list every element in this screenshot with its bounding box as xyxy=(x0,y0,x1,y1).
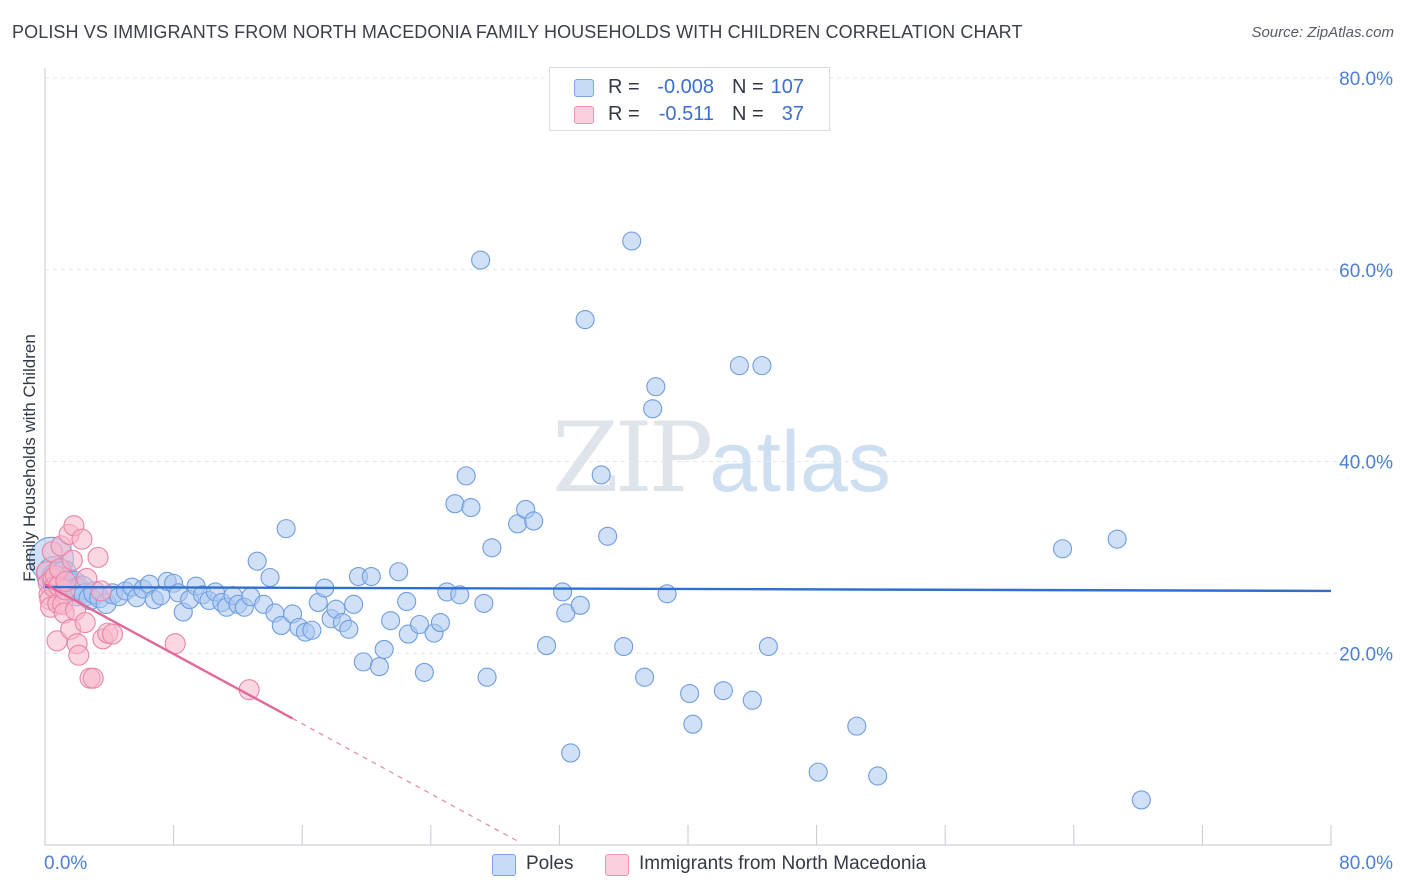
poles-point xyxy=(524,511,544,531)
poles-point xyxy=(808,762,828,782)
poles-point xyxy=(646,377,666,397)
poles-point xyxy=(622,231,642,251)
n-label: N = xyxy=(732,76,764,98)
n-value: 107 xyxy=(770,76,804,98)
poles-point xyxy=(643,399,663,419)
poles-point xyxy=(575,310,595,330)
poles-point xyxy=(570,595,590,615)
macedonia-swatch xyxy=(574,106,594,124)
poles-point xyxy=(553,582,573,602)
x-tick-label: 0.0% xyxy=(44,853,87,874)
poles-point xyxy=(409,614,430,635)
poles-point xyxy=(683,714,703,734)
series-legend: Poles Immigrants from North Macedonia xyxy=(0,852,1406,878)
macedonia-point xyxy=(90,580,112,602)
n-value: 37 xyxy=(781,103,804,125)
macedonia-trend-line xyxy=(44,583,294,720)
y-tick-label: 40.0% xyxy=(1339,453,1393,474)
poles-point xyxy=(614,636,634,657)
poles-point xyxy=(276,519,296,539)
poles-point xyxy=(657,584,677,604)
macedonia-point xyxy=(82,667,104,689)
n-label: N = xyxy=(732,103,764,125)
poles-point xyxy=(742,690,762,710)
legend-label-macedonia: Immigrants from North Macedonia xyxy=(639,853,927,874)
r-value: -0.511 xyxy=(658,103,714,125)
poles-trend-line xyxy=(44,585,1332,593)
poles-point xyxy=(414,662,434,682)
macedonia-point xyxy=(71,528,93,550)
r-label: R = xyxy=(608,76,640,98)
y-axis-label: Family Households with Children xyxy=(20,334,39,582)
poles-point xyxy=(461,497,481,518)
poles-point xyxy=(260,567,280,588)
poles-legend-swatch xyxy=(492,854,516,876)
poles-point xyxy=(598,526,618,546)
x-tick-label: 80.0% xyxy=(1339,853,1393,874)
poles-point xyxy=(450,585,470,605)
poles-point xyxy=(445,494,465,514)
stats-legend-row-poles: R = -0.008 N = 107 xyxy=(550,74,829,102)
poles-point xyxy=(339,619,359,639)
poles-point xyxy=(847,716,867,736)
poles-point xyxy=(729,356,749,376)
poles-point xyxy=(868,766,888,786)
poles-point xyxy=(561,743,581,763)
chart-title: POLISH VS IMMIGRANTS FROM NORTH MACEDONI… xyxy=(12,22,1023,42)
legend-label-poles: Poles xyxy=(526,853,574,874)
poles-point xyxy=(758,636,778,657)
poles-point xyxy=(482,538,502,558)
poles-point xyxy=(456,466,476,486)
poles-point xyxy=(397,591,417,612)
poles-point xyxy=(713,681,733,701)
poles-point xyxy=(353,652,373,672)
macedonia-legend-swatch xyxy=(605,854,629,876)
r-label: R = xyxy=(608,103,640,125)
poles-point xyxy=(477,667,497,687)
poles-point xyxy=(369,657,389,677)
poles-point xyxy=(1052,539,1073,559)
poles-point xyxy=(1131,790,1151,810)
poles-point xyxy=(536,636,557,656)
poles-point xyxy=(361,566,381,587)
macedonia-trend-extension xyxy=(292,717,518,842)
source-label: Source: ZipAtlas.com xyxy=(1251,24,1394,41)
macedonia-point xyxy=(76,567,98,590)
y-tick-label: 60.0% xyxy=(1339,261,1393,282)
macedonia-point xyxy=(61,549,83,571)
poles-point xyxy=(302,620,322,640)
poles-point xyxy=(1107,529,1127,549)
poles-point xyxy=(344,594,364,614)
poles-point xyxy=(374,639,394,659)
r-value: -0.008 xyxy=(657,76,714,98)
poles-point xyxy=(389,562,409,582)
poles-point xyxy=(430,613,450,633)
stats-legend: R = -0.008 N = 107 R = -0.511 N = 37 xyxy=(549,67,830,131)
poles-point xyxy=(680,683,700,704)
poles-point xyxy=(381,611,401,631)
poles-swatch xyxy=(574,79,594,97)
poles-point xyxy=(752,356,772,376)
y-tick-label: 80.0% xyxy=(1339,69,1393,90)
poles-point xyxy=(471,250,491,270)
poles-point xyxy=(474,593,494,613)
macedonia-point xyxy=(238,679,260,701)
y-tick-label: 20.0% xyxy=(1339,644,1393,665)
poles-point xyxy=(635,667,655,687)
macedonia-point xyxy=(68,644,90,666)
stats-legend-row-macedonia: R = -0.511 N = 37 xyxy=(550,101,829,129)
macedonia-point xyxy=(101,623,124,645)
poles-point xyxy=(247,551,267,571)
macedonia-point xyxy=(87,546,109,568)
macedonia-point xyxy=(74,612,96,634)
poles-point xyxy=(591,465,611,485)
